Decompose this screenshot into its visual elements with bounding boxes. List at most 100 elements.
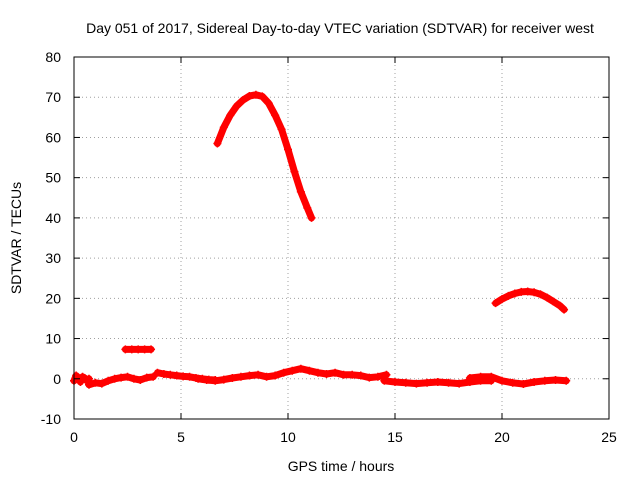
data-point <box>296 187 305 196</box>
data-point <box>536 290 545 299</box>
y-tick-label: 30 <box>45 250 61 266</box>
data-point <box>258 92 267 101</box>
y-tick-label: 80 <box>45 49 61 65</box>
data-point <box>288 366 297 375</box>
y-axis-label: SDTVAR / TECUs <box>8 182 24 294</box>
data-point <box>147 345 156 354</box>
data-series <box>70 90 571 389</box>
data-point <box>290 167 299 176</box>
data-point <box>523 287 532 296</box>
data-point <box>211 376 220 385</box>
data-point <box>313 368 322 377</box>
data-point <box>542 293 551 302</box>
data-point <box>433 377 442 386</box>
data-point <box>307 213 316 222</box>
data-point <box>562 376 571 385</box>
data-point <box>305 366 314 375</box>
data-point <box>271 371 280 380</box>
axes-ticks: 0 5 10 15 20 25 -10 0 10 20 30 40 50 60 70 80 <box>41 49 617 445</box>
data-point <box>465 373 474 382</box>
data-point <box>202 375 211 384</box>
data-point <box>331 368 340 377</box>
x-tick-label: 25 <box>601 429 617 445</box>
data-point <box>519 380 528 389</box>
data-point <box>172 371 181 380</box>
data-point <box>142 373 151 382</box>
data-point <box>136 375 145 384</box>
data-point <box>239 96 248 105</box>
data-point <box>504 291 513 300</box>
data-point <box>487 372 496 381</box>
data-point <box>117 373 126 382</box>
data-point <box>159 369 168 378</box>
data-point <box>476 372 485 381</box>
data-point <box>245 92 254 101</box>
data-point <box>491 299 500 308</box>
series-line <box>466 373 570 388</box>
data-point <box>303 203 312 212</box>
series-5 <box>213 90 316 222</box>
data-point <box>551 375 560 384</box>
chart-title: Day 051 of 2017, Sidereal Day-to-day VTE… <box>86 20 594 36</box>
data-point <box>262 372 271 381</box>
x-tick-label: 15 <box>387 429 403 445</box>
data-point <box>510 289 519 298</box>
data-point <box>219 123 228 132</box>
series-3 <box>121 345 156 354</box>
data-point <box>555 301 564 310</box>
data-point <box>110 374 119 383</box>
data-point <box>373 372 382 381</box>
data-point <box>401 378 410 387</box>
data-point <box>412 379 421 388</box>
y-tick-label: 50 <box>45 170 61 186</box>
data-point <box>149 372 158 381</box>
data-point <box>455 379 464 388</box>
x-tick-label: 20 <box>494 429 510 445</box>
series-8 <box>465 372 571 389</box>
data-point <box>423 378 432 387</box>
data-point <box>194 374 203 383</box>
data-point <box>219 375 228 384</box>
data-point <box>104 376 113 385</box>
data-point <box>530 377 539 386</box>
y-tick-label: 40 <box>45 210 61 226</box>
data-point <box>271 111 280 120</box>
data-point <box>508 378 517 387</box>
data-point <box>339 370 348 379</box>
data-point <box>277 125 286 134</box>
x-axis-label: GPS time / hours <box>288 458 395 474</box>
data-point <box>380 376 389 385</box>
data-point <box>232 102 241 111</box>
data-point <box>279 368 288 377</box>
data-point <box>540 376 549 385</box>
data-point <box>166 370 175 379</box>
data-point <box>264 99 273 108</box>
series-line <box>213 91 315 222</box>
series-2 <box>84 372 158 389</box>
y-tick-label: 70 <box>45 89 61 105</box>
data-point <box>245 371 254 380</box>
data-point <box>560 305 569 314</box>
data-point <box>530 288 539 297</box>
data-point <box>213 139 222 148</box>
data-point <box>91 378 100 387</box>
x-tick-label: 5 <box>177 429 185 445</box>
series-9 <box>491 287 569 314</box>
series-6 <box>194 364 391 385</box>
data-point <box>391 377 399 386</box>
data-point <box>236 372 245 381</box>
data-point <box>296 364 305 373</box>
data-point <box>365 373 374 382</box>
data-point <box>444 378 453 387</box>
data-point <box>153 368 162 377</box>
y-tick-label: 20 <box>45 290 61 306</box>
data-point <box>549 297 558 306</box>
data-point <box>348 370 357 379</box>
data-point <box>123 372 132 381</box>
y-tick-label: 60 <box>45 129 61 145</box>
y-tick-label: 10 <box>45 331 61 347</box>
data-point <box>129 374 138 383</box>
x-tick-label: 0 <box>70 429 78 445</box>
data-point <box>97 379 106 388</box>
